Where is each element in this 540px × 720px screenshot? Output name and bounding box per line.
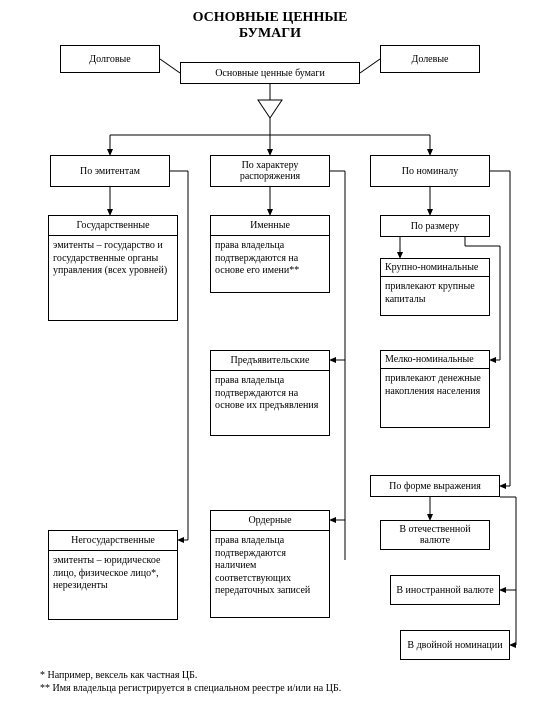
connectors <box>0 0 540 720</box>
